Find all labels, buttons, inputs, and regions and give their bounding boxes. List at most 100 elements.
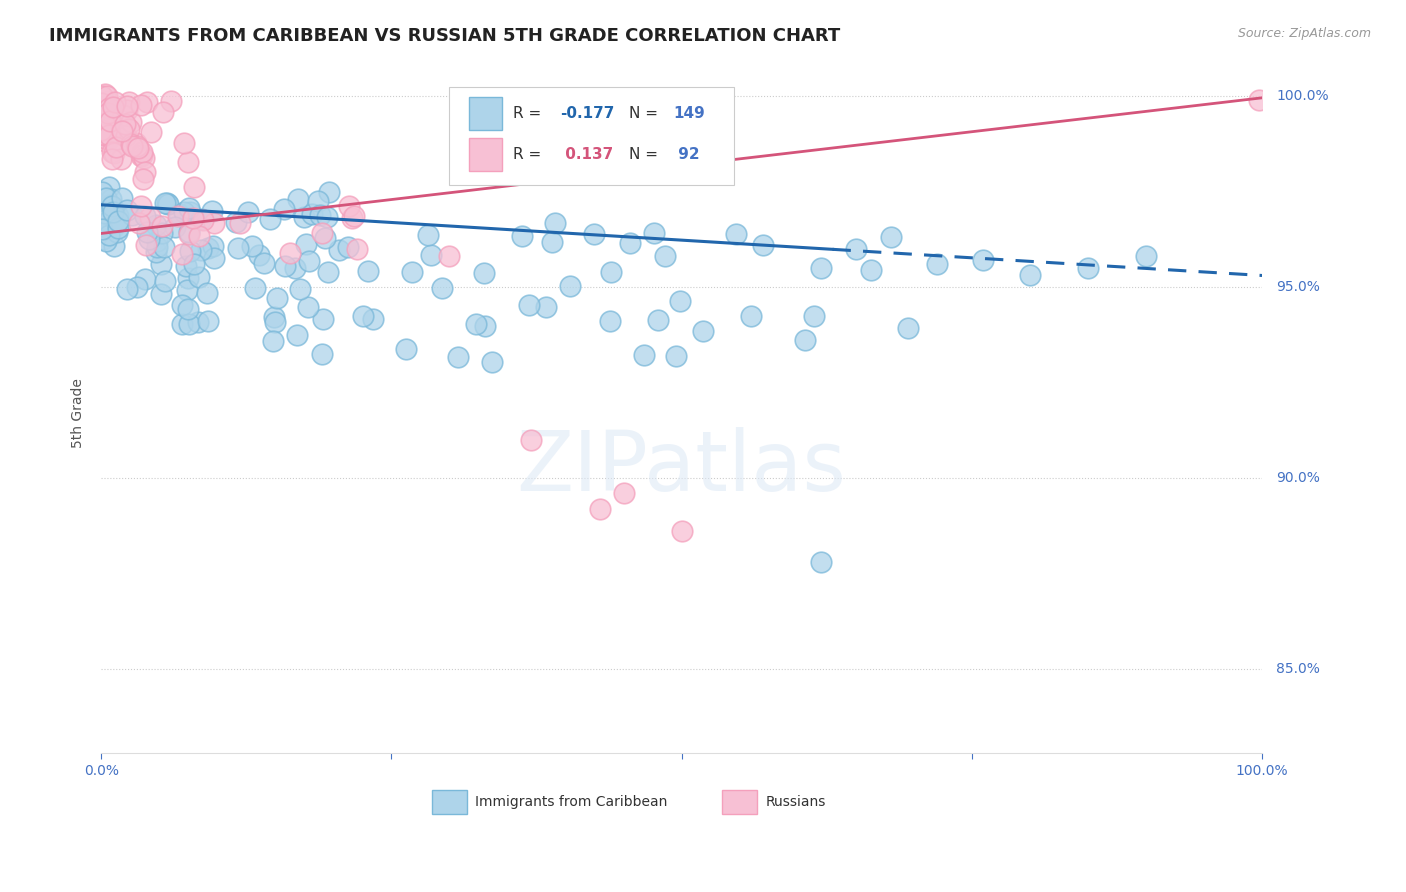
Point	[859, 263, 882, 277]
Point	[120, 115, 142, 129]
Point	[803, 309, 825, 323]
Point	[98, 110, 121, 124]
Text: 0.137: 0.137	[560, 147, 613, 162]
Point	[361, 312, 384, 326]
Point	[121, 138, 143, 153]
Point	[139, 125, 162, 139]
Point	[287, 327, 309, 342]
Point	[173, 205, 195, 219]
Point	[665, 349, 688, 363]
Point	[1135, 249, 1157, 263]
Point	[97, 180, 120, 194]
Point	[430, 281, 453, 295]
Point	[264, 315, 287, 329]
Point	[121, 208, 143, 222]
Point	[401, 265, 423, 279]
Point	[127, 280, 149, 294]
Point	[150, 219, 173, 234]
Point	[298, 253, 321, 268]
Point	[311, 347, 333, 361]
Point	[311, 227, 333, 241]
Point	[107, 221, 129, 235]
Point	[103, 146, 125, 161]
Point	[253, 256, 276, 270]
Point	[259, 211, 281, 226]
Text: N =: N =	[630, 147, 664, 162]
Point	[115, 103, 138, 117]
Point	[202, 251, 225, 265]
Point	[599, 265, 621, 279]
Point	[810, 260, 832, 275]
Point	[724, 227, 747, 242]
Point	[202, 216, 225, 230]
Point	[136, 95, 159, 109]
Point	[1247, 93, 1270, 107]
Point	[91, 213, 114, 227]
Point	[115, 129, 138, 144]
Point	[135, 238, 157, 252]
Point	[481, 355, 503, 369]
Point	[115, 98, 138, 112]
Point	[128, 216, 150, 230]
Point	[94, 205, 117, 219]
Point	[337, 198, 360, 212]
Point	[197, 314, 219, 328]
Point	[114, 117, 136, 131]
Point	[284, 260, 307, 275]
Point	[129, 149, 152, 163]
Point	[139, 210, 162, 224]
Point	[98, 198, 121, 212]
Point	[93, 116, 115, 130]
Point	[619, 236, 641, 251]
Point	[167, 207, 190, 221]
Point	[97, 128, 120, 143]
Point	[273, 202, 295, 217]
FancyBboxPatch shape	[432, 790, 467, 814]
Point	[318, 186, 340, 200]
Point	[101, 221, 124, 235]
Text: 100.0%: 100.0%	[1277, 89, 1329, 103]
Point	[464, 317, 486, 331]
Point	[90, 122, 112, 136]
Point	[295, 236, 318, 251]
Point	[156, 196, 179, 211]
Point	[200, 203, 222, 218]
Point	[163, 219, 186, 234]
Point	[346, 242, 368, 256]
Point	[153, 274, 176, 288]
Point	[131, 145, 153, 159]
Point	[90, 96, 112, 111]
Point	[201, 238, 224, 252]
Point	[131, 148, 153, 162]
Point	[972, 253, 994, 268]
Point	[101, 145, 124, 159]
Point	[474, 318, 496, 333]
Point	[307, 194, 329, 209]
Point	[297, 300, 319, 314]
Point	[352, 310, 374, 324]
Point	[94, 234, 117, 248]
Point	[262, 334, 284, 348]
Point	[226, 242, 249, 256]
Point	[274, 259, 297, 273]
Point	[96, 191, 118, 205]
FancyBboxPatch shape	[450, 87, 734, 186]
Point	[879, 230, 901, 244]
Point	[104, 95, 127, 109]
Point	[98, 101, 121, 115]
Point	[115, 282, 138, 296]
Point	[240, 239, 263, 253]
Point	[101, 100, 124, 114]
Point	[107, 215, 129, 229]
Point	[173, 136, 195, 151]
Point	[96, 135, 118, 149]
Point	[110, 152, 132, 166]
Point	[177, 270, 200, 285]
Point	[105, 226, 128, 240]
Point	[96, 122, 118, 136]
Point	[93, 131, 115, 145]
Point	[132, 151, 155, 165]
Text: 95.0%: 95.0%	[1277, 280, 1320, 294]
Point	[93, 131, 115, 145]
Point	[177, 202, 200, 216]
